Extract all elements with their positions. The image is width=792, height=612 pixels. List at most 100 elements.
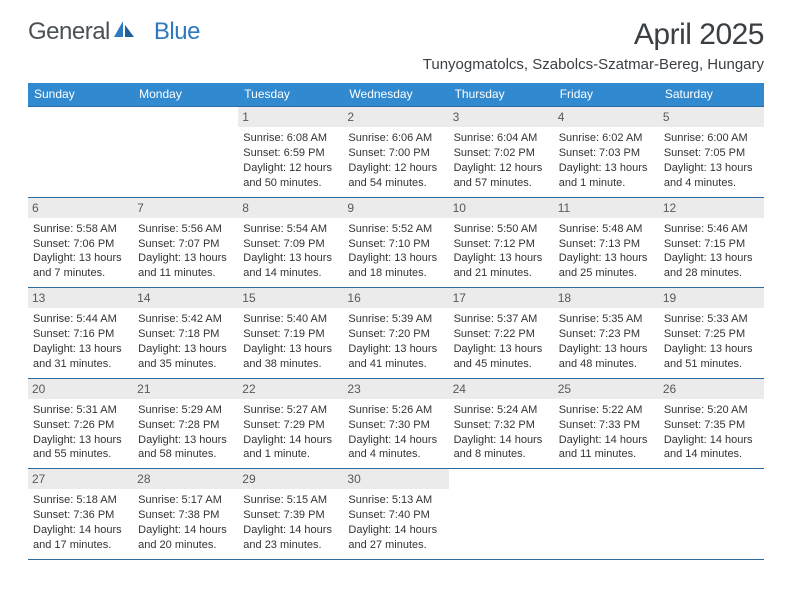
- day-cell: 30Sunrise: 5:13 AMSunset: 7:40 PMDayligh…: [343, 468, 448, 559]
- sunset-line: Sunset: 7:19 PM: [243, 327, 338, 342]
- day2-line: and 18 minutes.: [348, 266, 443, 281]
- sunset-line: Sunset: 7:07 PM: [138, 237, 233, 252]
- day2-line: and 54 minutes.: [348, 176, 443, 191]
- sunset-line: Sunset: 7:29 PM: [243, 418, 338, 433]
- empty-cell: [449, 468, 554, 559]
- day2-line: and 14 minutes.: [243, 266, 338, 281]
- empty-cell: [554, 468, 659, 559]
- sunset-line: Sunset: 7:00 PM: [348, 146, 443, 161]
- day-cell: 20 Sunrise: 5:31 AMSunset: 7:26 PMDayligh…: [28, 378, 133, 469]
- day-cell: 6Sunrise: 5:58 AMSunset: 7:06 PMDaylight…: [28, 197, 133, 288]
- day-number: 16: [343, 288, 448, 308]
- day-cell: 3Sunrise: 6:04 AMSunset: 7:02 PMDaylight…: [449, 106, 554, 197]
- day1-line: Daylight: 13 hours: [664, 251, 759, 266]
- day2-line: and 57 minutes.: [454, 176, 549, 191]
- sunset-line: Sunset: 7:33 PM: [559, 418, 654, 433]
- sunrise-line: Sunrise: 6:02 AM: [559, 131, 654, 146]
- day1-line: Daylight: 14 hours: [33, 523, 128, 538]
- sunset-line: Sunset: 6:59 PM: [243, 146, 338, 161]
- day1-line: Daylight: 14 hours: [664, 433, 759, 448]
- day-number: 18: [554, 288, 659, 308]
- sunset-line: Sunset: 7:40 PM: [348, 508, 443, 523]
- day-number: 1: [238, 107, 343, 127]
- sunset-line: Sunset: 7:09 PM: [243, 237, 338, 252]
- sunset-line: Sunset: 7:36 PM: [33, 508, 128, 523]
- day-number: 13: [28, 288, 133, 308]
- day2-line: and 23 minutes.: [243, 538, 338, 553]
- day-cell: 23Sunrise: 5:26 AMSunset: 7:30 PMDayligh…: [343, 378, 448, 469]
- sunrise-line: Sunrise: 5:50 AM: [454, 222, 549, 237]
- sunrise-line: Sunrise: 6:04 AM: [454, 131, 549, 146]
- day-number: 12: [659, 198, 764, 218]
- day1-line: Daylight: 13 hours: [33, 433, 128, 448]
- sunrise-line: Sunrise: 5:44 AM: [33, 312, 128, 327]
- sunrise-line: Sunrise: 5:31 AM: [33, 403, 128, 418]
- day2-line: and 11 minutes.: [138, 266, 233, 281]
- day1-line: Daylight: 13 hours: [138, 251, 233, 266]
- sunrise-line: Sunrise: 6:06 AM: [348, 131, 443, 146]
- sunrise-line: Sunrise: 5:54 AM: [243, 222, 338, 237]
- page: General Blue April 2025 Tunyogmatolcs, S…: [0, 0, 792, 560]
- day1-line: Daylight: 13 hours: [138, 342, 233, 357]
- day2-line: and 4 minutes.: [348, 447, 443, 462]
- day1-line: Daylight: 13 hours: [664, 342, 759, 357]
- sunrise-line: Sunrise: 6:00 AM: [664, 131, 759, 146]
- sunset-line: Sunset: 7:15 PM: [664, 237, 759, 252]
- day1-line: Daylight: 13 hours: [348, 251, 443, 266]
- day2-line: and 35 minutes.: [138, 357, 233, 372]
- day-number: 2: [343, 107, 448, 127]
- day-cell: 13Sunrise: 5:44 AMSunset: 7:16 PMDayligh…: [28, 287, 133, 378]
- day2-line: and 21 minutes.: [454, 266, 549, 281]
- day-number: 5: [659, 107, 764, 127]
- day2-line: and 50 minutes.: [243, 176, 338, 191]
- day-number: 23: [343, 379, 448, 399]
- sunrise-line: Sunrise: 5:37 AM: [454, 312, 549, 327]
- day-number: 20: [28, 379, 133, 399]
- sunrise-line: Sunrise: 5:17 AM: [138, 493, 233, 508]
- day1-line: Daylight: 12 hours: [348, 161, 443, 176]
- sunrise-line: Sunrise: 5:29 AM: [138, 403, 233, 418]
- day-cell: 14Sunrise: 5:42 AMSunset: 7:18 PMDayligh…: [133, 287, 238, 378]
- sunset-line: Sunset: 7:16 PM: [33, 327, 128, 342]
- sunset-line: Sunset: 7:13 PM: [559, 237, 654, 252]
- day1-line: Daylight: 14 hours: [138, 523, 233, 538]
- day2-line: and 58 minutes.: [138, 447, 233, 462]
- empty-cell: [28, 106, 133, 197]
- day2-line: and 31 minutes.: [33, 357, 128, 372]
- day1-line: Daylight: 13 hours: [559, 342, 654, 357]
- sunset-line: Sunset: 7:28 PM: [138, 418, 233, 433]
- location-text: Tunyogmatolcs, Szabolcs-Szatmar-Bereg, H…: [423, 56, 764, 73]
- sunrise-line: Sunrise: 5:48 AM: [559, 222, 654, 237]
- day-cell: 21Sunrise: 5:29 AMSunset: 7:28 PMDayligh…: [133, 378, 238, 469]
- sunset-line: Sunset: 7:22 PM: [454, 327, 549, 342]
- day1-line: Daylight: 13 hours: [559, 161, 654, 176]
- day1-line: Daylight: 13 hours: [243, 251, 338, 266]
- day2-line: and 4 minutes.: [664, 176, 759, 191]
- day-number: 21: [133, 379, 238, 399]
- day1-line: Daylight: 13 hours: [454, 251, 549, 266]
- header-row: General Blue April 2025 Tunyogmatolcs, S…: [28, 18, 764, 81]
- logo-text-general: General: [28, 18, 110, 46]
- day2-line: and 55 minutes.: [33, 447, 128, 462]
- sunset-line: Sunset: 7:26 PM: [33, 418, 128, 433]
- day-number: 14: [133, 288, 238, 308]
- sunrise-line: Sunrise: 5:33 AM: [664, 312, 759, 327]
- day2-line: and 1 minute.: [559, 176, 654, 191]
- day1-line: Daylight: 13 hours: [243, 342, 338, 357]
- sunset-line: Sunset: 7:25 PM: [664, 327, 759, 342]
- day-number: 27: [28, 469, 133, 489]
- day1-line: Daylight: 14 hours: [348, 523, 443, 538]
- dow-header: Saturday: [659, 83, 764, 106]
- sunrise-line: Sunrise: 5:52 AM: [348, 222, 443, 237]
- day-number: 7: [133, 198, 238, 218]
- month-title: April 2025: [423, 18, 764, 52]
- day2-line: and 48 minutes.: [559, 357, 654, 372]
- day-number: 26: [659, 379, 764, 399]
- sunset-line: Sunset: 7:03 PM: [559, 146, 654, 161]
- day-cell: 25Sunrise: 5:22 AMSunset: 7:33 PMDayligh…: [554, 378, 659, 469]
- day1-line: Daylight: 13 hours: [454, 342, 549, 357]
- day-cell: 28Sunrise: 5:17 AMSunset: 7:38 PMDayligh…: [133, 468, 238, 559]
- empty-cell: [659, 468, 764, 559]
- day1-line: Daylight: 14 hours: [348, 433, 443, 448]
- dow-header: Sunday: [28, 83, 133, 106]
